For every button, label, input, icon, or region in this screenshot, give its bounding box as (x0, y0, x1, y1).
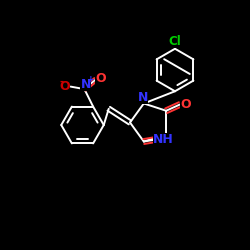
Text: N: N (138, 92, 148, 104)
Text: Cl: Cl (168, 35, 181, 48)
Text: O: O (180, 98, 191, 111)
Text: -: - (59, 76, 63, 86)
Text: O: O (60, 80, 70, 93)
Text: N: N (80, 78, 91, 91)
Text: O: O (159, 132, 170, 145)
Text: O: O (95, 72, 106, 85)
Text: +: + (87, 75, 94, 84)
Text: NH: NH (153, 133, 174, 146)
